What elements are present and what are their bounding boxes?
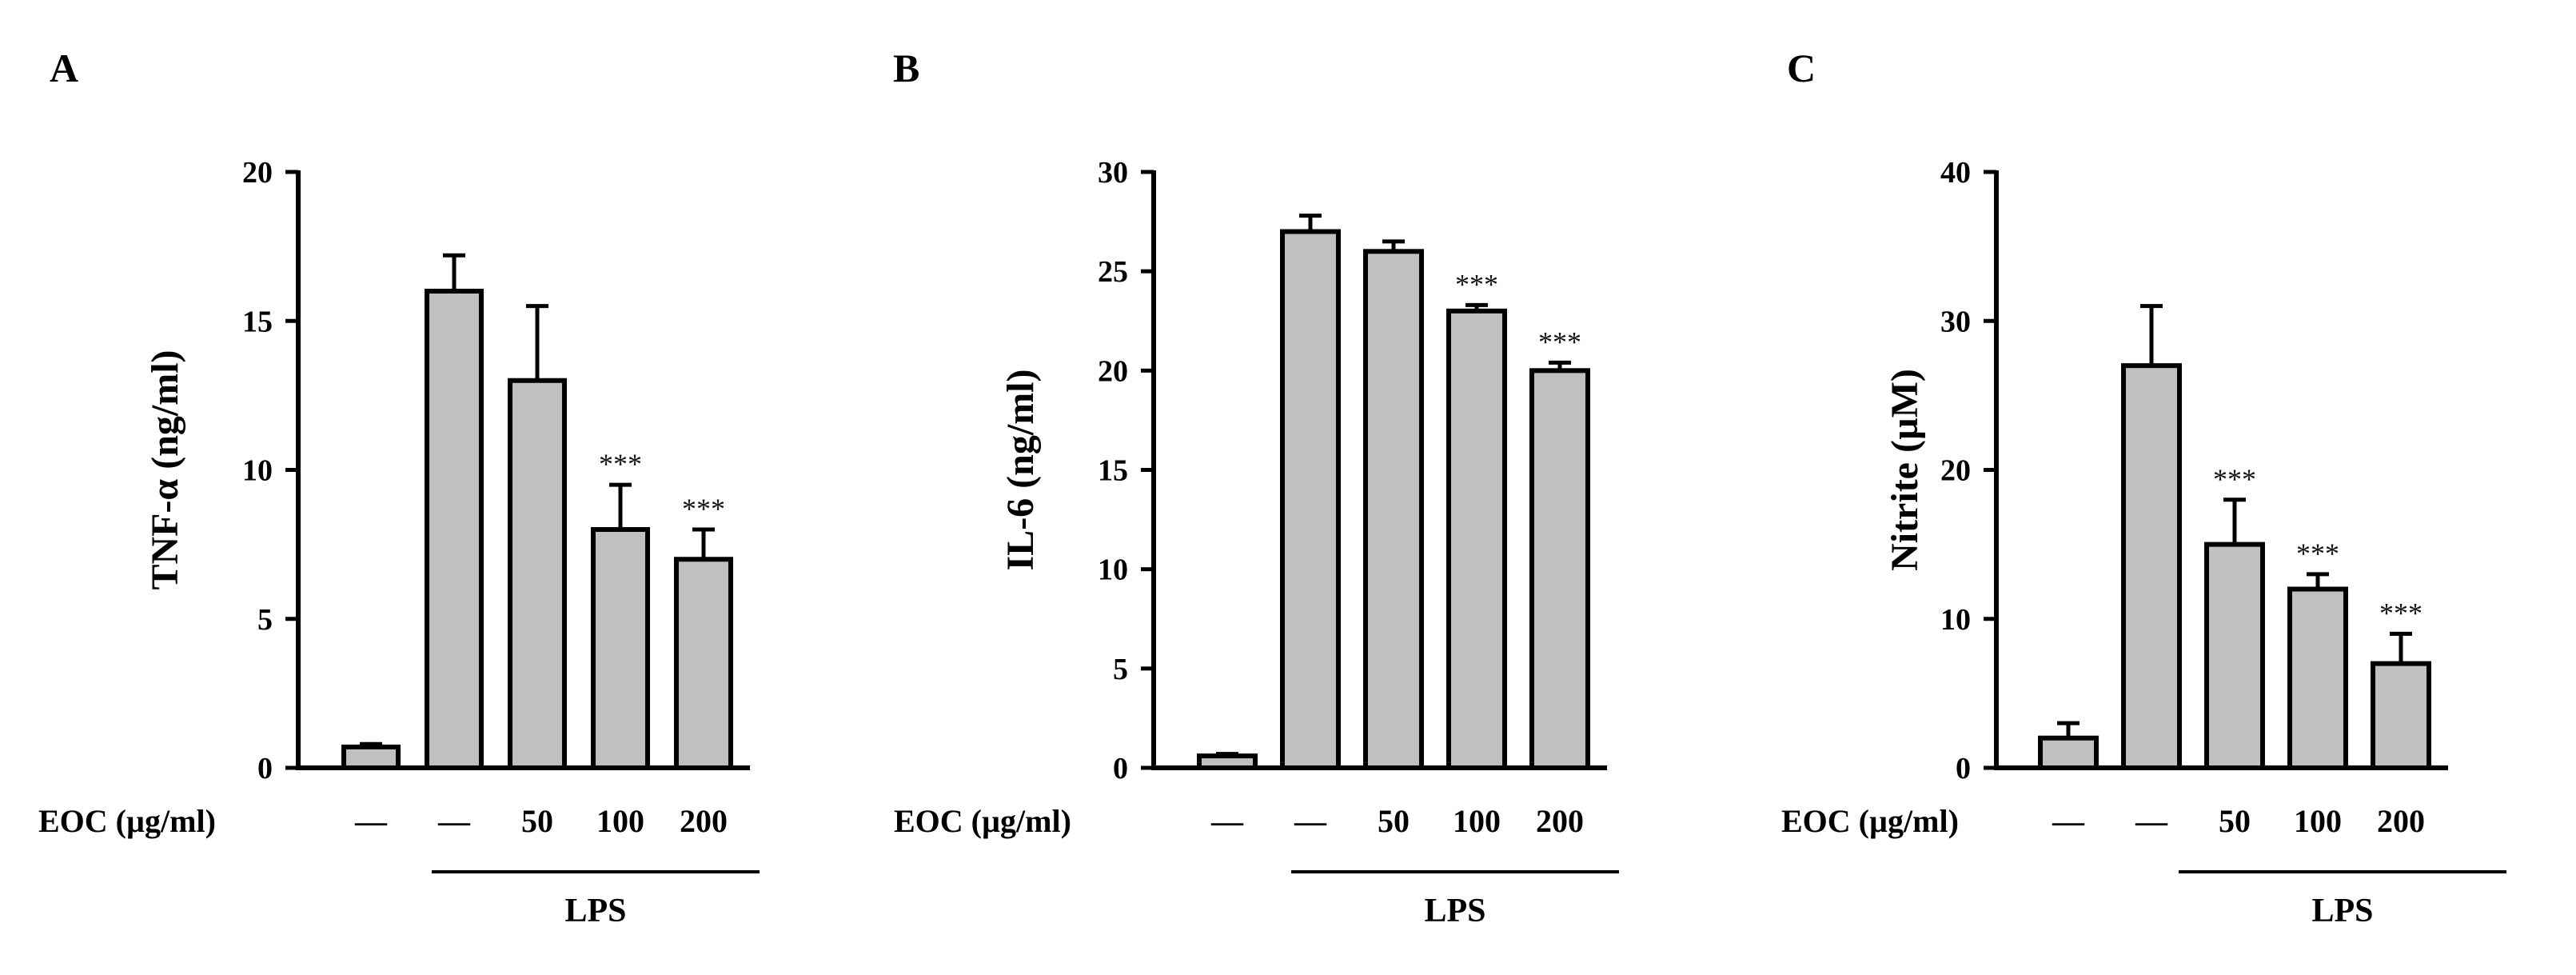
bar	[508, 378, 567, 770]
x-tick-label: 200	[680, 803, 728, 839]
y-tick-label: 20	[1098, 354, 1128, 388]
bar	[1197, 753, 1258, 770]
bar	[1446, 308, 1507, 771]
y-tick-label: 10	[242, 454, 273, 488]
significance-label: ***	[1455, 268, 1498, 300]
panel-letter: B	[893, 46, 919, 90]
x-tick-label: 200	[1536, 803, 1584, 839]
bar	[2371, 661, 2431, 770]
x-axis-label: EOC (µg/ml)	[1781, 803, 1959, 839]
x-tick-label: 100	[596, 803, 644, 839]
y-tick-label: 5	[257, 603, 273, 637]
x-tick-label: 200	[2377, 803, 2425, 839]
y-tick-label: 30	[1940, 305, 1971, 338]
x-axis-label: EOC (µg/ml)	[38, 803, 216, 839]
x-tick-label: 100	[2294, 803, 2342, 839]
y-tick-label: 10	[1098, 553, 1128, 587]
bar	[2121, 363, 2182, 770]
y-axis-label: TNF-α (ng/ml)	[144, 350, 186, 589]
bar	[425, 289, 484, 770]
bar	[2038, 735, 2099, 770]
x-tick-label: 50	[1378, 803, 1410, 839]
x-tick-label: —	[1294, 803, 1327, 839]
x-tick-label: 50	[521, 803, 553, 839]
bar	[1529, 368, 1590, 770]
x-tick-label: —	[437, 803, 471, 839]
panel-letter: C	[1787, 46, 1816, 90]
bar	[341, 744, 401, 770]
x-tick-label: —	[2135, 803, 2168, 839]
group-label: LPS	[564, 893, 626, 929]
y-tick-label: 10	[1940, 603, 1971, 637]
y-tick-label: 0	[1956, 752, 1971, 785]
x-tick-label: —	[2052, 803, 2085, 839]
y-tick-label: 20	[1940, 454, 1971, 488]
bar	[1280, 229, 1341, 770]
panel-letter: A	[50, 46, 78, 90]
bar	[2204, 541, 2265, 770]
x-axis-label: EOC (µg/ml)	[894, 803, 1071, 839]
y-tick-label: 15	[242, 305, 273, 338]
significance-label: ***	[599, 448, 642, 480]
group-label: LPS	[2311, 893, 2373, 929]
y-tick-label: 5	[1113, 653, 1128, 686]
significance-label: ***	[2296, 537, 2339, 569]
significance-label: ***	[2379, 597, 2422, 629]
significance-label: ***	[682, 493, 725, 525]
x-tick-label: —	[354, 803, 388, 839]
y-axis-label: IL-6 (ng/ml)	[999, 370, 1042, 571]
bar	[2287, 586, 2348, 770]
bar	[674, 557, 733, 770]
x-tick-label: 50	[2219, 803, 2251, 839]
y-tick-label: 30	[1098, 156, 1128, 190]
x-tick-label: 100	[1453, 803, 1501, 839]
y-tick-label: 25	[1098, 255, 1128, 289]
y-tick-label: 0	[257, 752, 273, 785]
x-tick-label: —	[1210, 803, 1244, 839]
group-label: LPS	[1424, 893, 1485, 929]
significance-label: ***	[1538, 326, 1581, 358]
y-tick-label: 40	[1940, 156, 1971, 190]
bar	[1363, 249, 1424, 771]
bar	[591, 527, 650, 770]
y-tick-label: 15	[1098, 454, 1128, 488]
y-axis-label: Nitrite (µM)	[1884, 369, 1926, 571]
y-tick-label: 0	[1113, 752, 1128, 785]
significance-label: ***	[2213, 463, 2256, 495]
y-tick-label: 20	[242, 156, 273, 190]
